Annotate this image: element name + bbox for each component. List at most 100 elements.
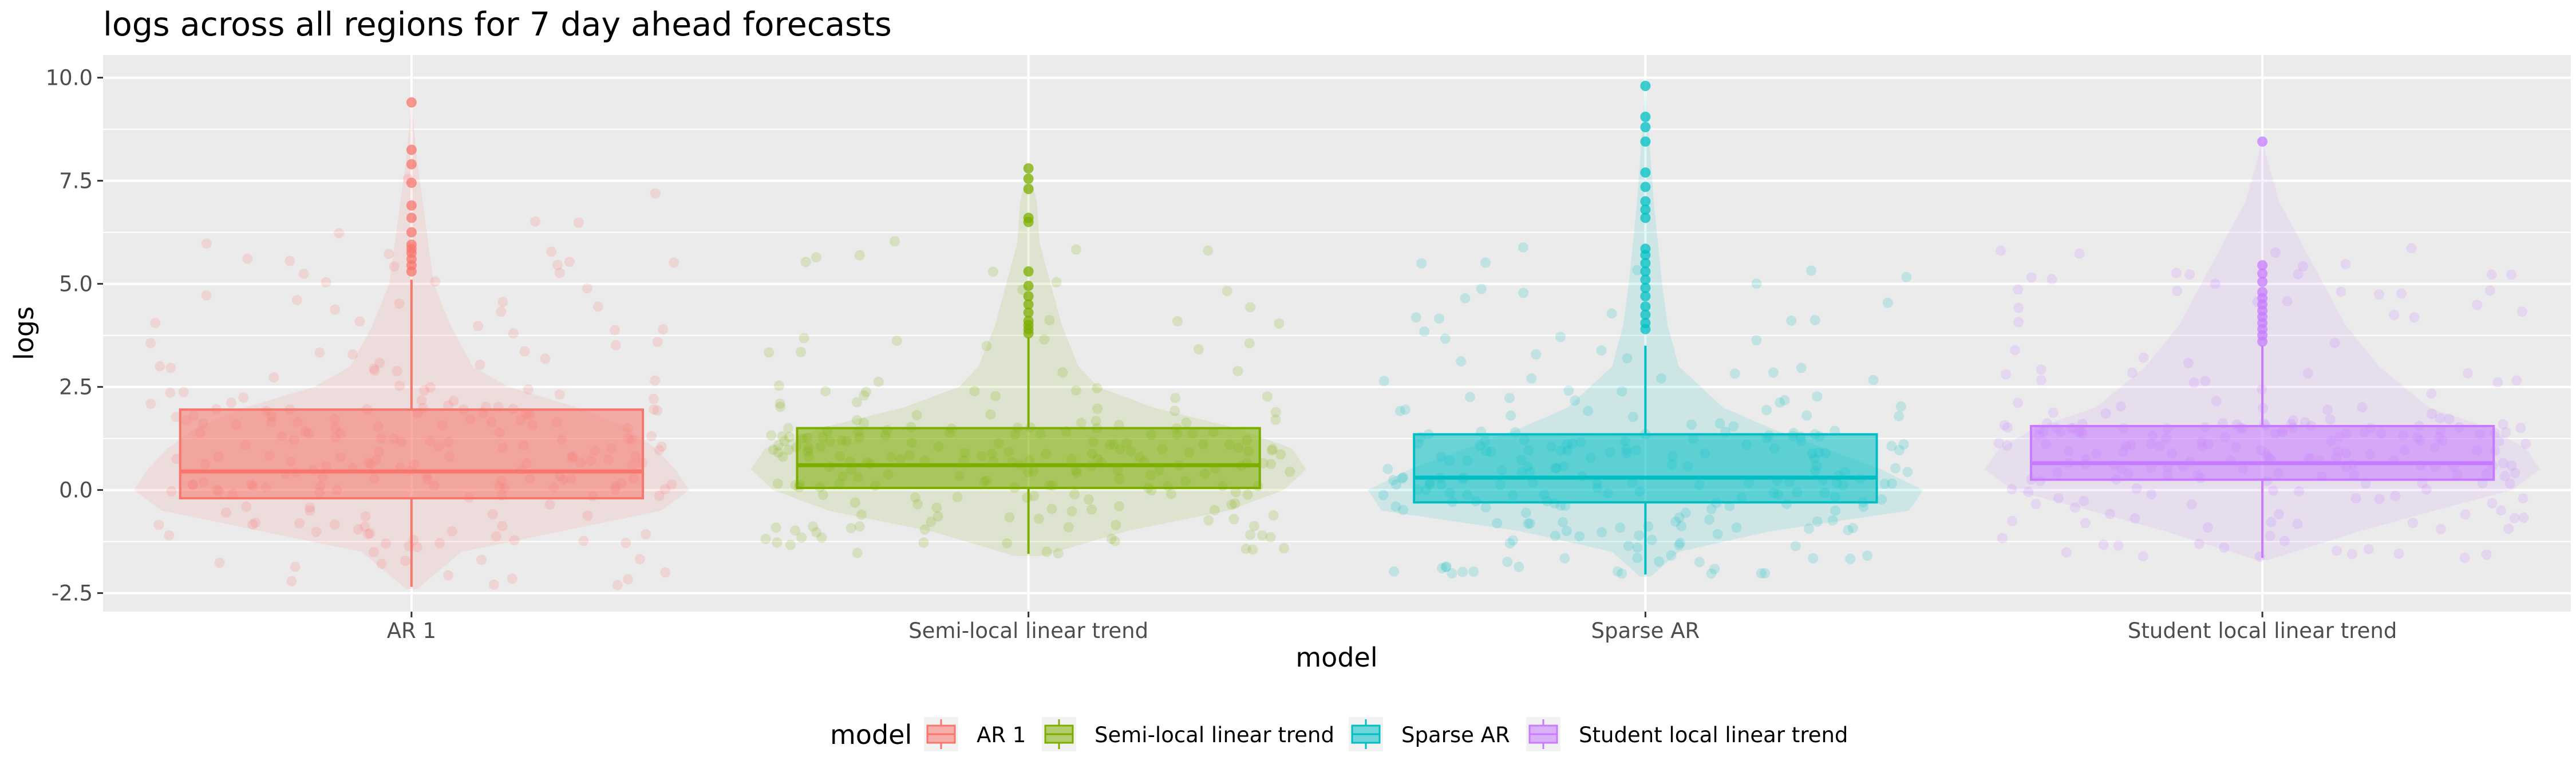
jitter-point [1996, 245, 2006, 256]
jitter-point [918, 537, 929, 548]
jitter-point [610, 340, 621, 350]
jitter-point [1114, 501, 1125, 511]
jitter-point [656, 441, 667, 452]
jitter-point [650, 188, 661, 199]
x-axis-title: model [1295, 642, 1377, 673]
jitter-point [1756, 568, 1767, 579]
jitter-point [2100, 408, 2111, 419]
outlier-point [1640, 204, 1651, 215]
jitter-point [1378, 490, 1389, 501]
outlier-point [1023, 291, 1034, 302]
outlier-point [1023, 184, 1034, 194]
jitter-point [2146, 489, 2157, 500]
jitter-point [1514, 561, 1524, 572]
jitter-point [1460, 293, 1471, 304]
jitter-point [1675, 538, 1685, 548]
jitter-point [2357, 402, 2368, 413]
jitter-point [497, 521, 508, 531]
jitter-point [816, 532, 827, 543]
jitter-point [2516, 306, 2527, 317]
jitter-point [612, 580, 623, 590]
jitter-point [1193, 344, 1204, 354]
jitter-point [2282, 296, 2293, 307]
jitter-point [201, 238, 212, 249]
outlier-points [406, 81, 2268, 347]
jitter-point [1222, 286, 1232, 297]
jitter-point [760, 534, 771, 545]
outlier-point [1023, 299, 1034, 310]
jitter-point [2079, 495, 2089, 506]
jitter-point [285, 255, 295, 266]
y-tick-label: 0.0 [59, 478, 93, 503]
jitter-point [911, 410, 922, 420]
jitter-point [2472, 300, 2483, 310]
jitter-point [2274, 509, 2284, 519]
jitter-point [2115, 401, 2126, 412]
jitter-point [2294, 486, 2305, 497]
jitter-point [476, 554, 487, 565]
legend-label: Student local linear trend [1579, 723, 1848, 747]
jitter-point [775, 398, 785, 409]
jitter-point [178, 387, 189, 397]
jitter-point [145, 338, 156, 349]
jitter-point [2186, 499, 2197, 510]
jitter-point [2211, 396, 2222, 407]
jitter-point [1382, 463, 1393, 474]
jitter-point [800, 257, 811, 267]
jitter-point [546, 246, 557, 257]
jitter-point [2194, 538, 2204, 549]
jitter-point [473, 321, 483, 332]
jitter-point [2426, 388, 2437, 399]
jitter-point [1760, 568, 1771, 578]
jitter-point [2013, 284, 2024, 295]
jitter-point [1266, 445, 1277, 456]
jitter-point [434, 538, 445, 549]
jitter-point [1597, 527, 1607, 538]
jitter-point [1398, 472, 1409, 483]
jitter-point [779, 436, 790, 447]
jitter-point [365, 528, 376, 539]
y-tick-label: 5.0 [59, 272, 93, 297]
chart-title: logs across all regions for 7 day ahead … [103, 6, 892, 44]
jitter-point [969, 385, 980, 396]
jitter-point [1084, 494, 1094, 505]
jitter-point [2104, 509, 2115, 519]
jitter-point [1069, 489, 1080, 500]
jitter-point [171, 412, 181, 423]
jitter-point [851, 397, 862, 408]
boxplots [179, 279, 2495, 587]
jitter-point [1686, 419, 1697, 430]
jitter-point [578, 535, 589, 546]
y-tick-label: 10.0 [46, 66, 93, 90]
jitter-point [2171, 267, 2182, 278]
jitter-point [2046, 274, 2057, 285]
jitter-point [933, 511, 943, 522]
jitter-point [854, 521, 865, 532]
jitter-point [1285, 466, 1295, 477]
jitter-point [1761, 405, 1772, 415]
outlier-point [1640, 81, 1651, 91]
jitter-point [552, 259, 563, 270]
jitter-point [1674, 512, 1685, 523]
jitter-point [1712, 529, 1723, 539]
jitter-point [2080, 518, 2091, 529]
jitter-point [1890, 463, 1901, 474]
jitter-point [2002, 422, 2013, 433]
jitter-point [298, 269, 309, 279]
jitter-point [2444, 413, 2455, 424]
jitter-point [1397, 505, 1408, 515]
jitter-point [873, 376, 884, 387]
jitter-point [1245, 302, 1256, 313]
jitter-point [1172, 316, 1183, 326]
jitter-point [2013, 397, 2024, 408]
jitter-point [1063, 522, 1074, 533]
jitter-point [666, 479, 677, 490]
jitter-point [1441, 561, 1452, 572]
jitter-point [1876, 494, 1887, 505]
jitter-point [2496, 505, 2506, 516]
jitter-point [852, 547, 863, 558]
jitter-point [1879, 478, 1890, 489]
jitter-point [394, 298, 405, 309]
jitter-point [242, 253, 253, 264]
jitter-point [1044, 315, 1055, 326]
